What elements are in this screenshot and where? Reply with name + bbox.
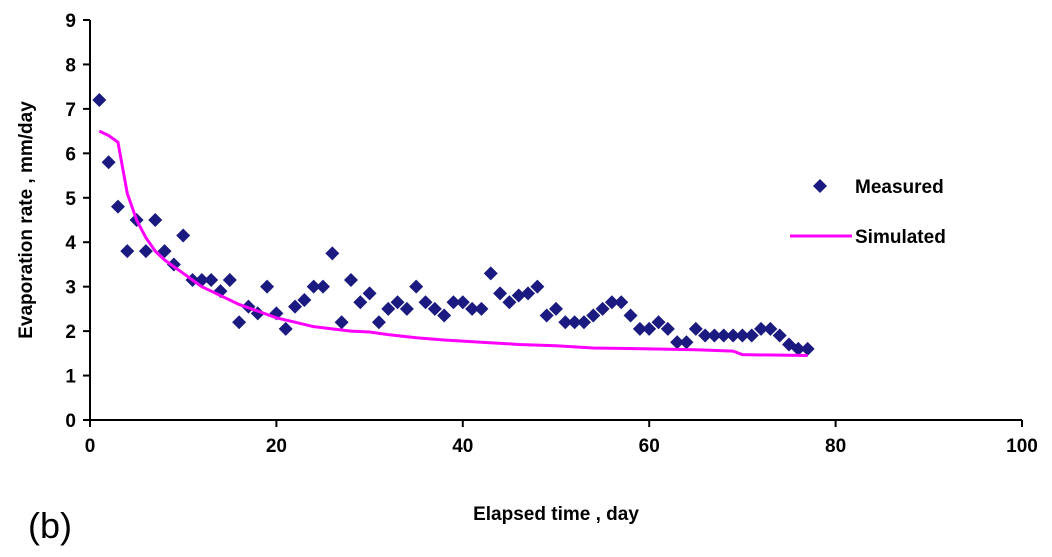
measured-point [343,273,358,287]
measured-point [744,328,759,343]
measured-point [437,308,452,323]
measured-point [800,341,815,356]
x-tick-label: 40 [452,436,473,457]
measured-point [698,328,713,343]
measured-point [530,279,545,294]
measured-point [138,244,153,259]
measured-point [306,279,321,294]
x-axis-label: Elapsed time , day [473,504,639,525]
measured-point [446,295,461,310]
measured-point [427,301,442,316]
simulated-line [98,129,808,358]
y-tick-label: 4 [65,233,76,254]
measured-point [707,328,722,343]
measured-point [735,328,750,343]
measured-point [204,273,219,287]
measured-point [222,273,237,287]
x-tick-label: 20 [266,436,287,457]
measured-point [688,321,703,336]
measured-point [316,279,330,294]
measured-point [250,306,265,321]
y-tick-label: 0 [65,411,76,432]
measured-point [120,244,135,259]
measured-point [483,266,498,281]
measured-point [660,321,675,336]
y-tick-label: 6 [65,144,76,165]
measured-point [502,295,517,310]
measured-point [772,328,787,343]
y-tick-label: 3 [65,278,76,299]
legend-marker [813,179,827,193]
x-tick-label: 0 [85,436,96,457]
measured-point [632,321,647,336]
measured-point [232,315,247,330]
y-axis-label: Evaporation rate , mm/day [16,101,37,339]
measured-point [493,286,508,301]
measured-point [595,301,610,316]
legend-label: Simulated [855,227,946,248]
measured-point [353,295,368,310]
measured-point [101,155,116,170]
measured-point [679,335,694,350]
measured-point [371,315,386,330]
legend-label: Measured [855,177,944,198]
measured-point [754,321,769,336]
measured-point [278,321,293,336]
measured-point [726,328,741,343]
measured-point [614,295,629,310]
measured-point [670,335,685,350]
measured-point [297,293,312,307]
y-tick-label: 5 [65,189,76,210]
measured-point [474,301,489,316]
measured-point [176,228,191,243]
measured-point [325,246,340,261]
measured-point [92,93,107,107]
measured-point [586,308,601,323]
y-tick-label: 9 [65,11,76,32]
measured-point [110,199,125,214]
measured-point [288,299,303,314]
measured-point [576,315,591,330]
measured-point [381,301,396,316]
y-tick-label: 8 [65,55,76,76]
y-tick-label: 7 [65,100,76,121]
measured-point [604,295,619,310]
measured-point [465,301,480,316]
measured-point [642,321,657,336]
measured-point [362,286,377,301]
measured-point [399,301,414,316]
measured-point [455,295,470,310]
measured-point [260,279,275,294]
measured-point [567,315,582,330]
measured-point [409,279,424,294]
measured-point [334,315,349,330]
measured-point [418,295,433,310]
measured-point [549,301,563,316]
measured-point [716,328,731,343]
y-tick-label: 1 [65,367,76,388]
measured-point [511,288,526,303]
annotation: (b) [28,505,72,546]
measured-point [763,321,778,336]
y-tick-label: 2 [65,322,76,343]
x-tick-label: 60 [639,436,660,457]
measured-point [623,308,638,323]
x-tick-label: 80 [825,436,846,457]
measured-point [791,341,806,356]
measured-point [651,315,666,330]
measured-point [390,295,405,310]
measured-point [558,315,573,330]
measured-point [539,308,554,323]
measured-point [148,213,163,227]
measured-point [521,286,536,301]
x-tick-label: 100 [1006,436,1038,457]
